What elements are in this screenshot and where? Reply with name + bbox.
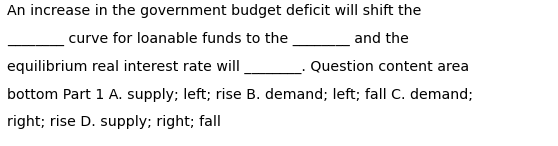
Text: right; rise D. supply; right; fall: right; rise D. supply; right; fall <box>7 115 221 129</box>
Text: An increase in the government budget deficit will shift the: An increase in the government budget def… <box>7 4 422 18</box>
Text: bottom Part 1 A. supply; left; rise B. demand; left; fall C. demand;: bottom Part 1 A. supply; left; rise B. d… <box>7 88 473 102</box>
Text: ________ curve for loanable funds to the ________ and the: ________ curve for loanable funds to the… <box>7 32 409 46</box>
Text: equilibrium real interest rate will ________. Question content area: equilibrium real interest rate will ____… <box>7 60 469 74</box>
